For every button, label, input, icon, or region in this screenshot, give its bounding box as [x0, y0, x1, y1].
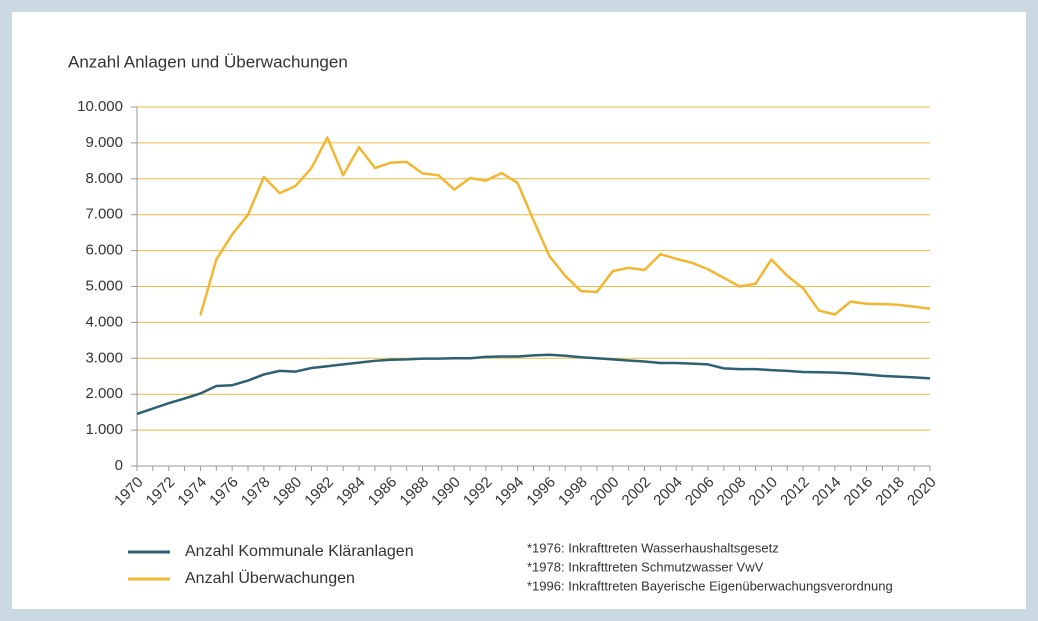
- y-tick-label: 6.000: [85, 242, 123, 259]
- series-line: [199, 136, 931, 316]
- annotation: *1996: Inkrafttreten Bayerische Eigenübe…: [527, 578, 893, 593]
- y-tick-label: 2.000: [85, 385, 123, 402]
- y-tick-label: 0: [115, 457, 123, 474]
- y-tick-label: 8.000: [85, 170, 123, 187]
- y-tick-label: 4.000: [85, 313, 123, 330]
- legend-label: Anzahl Überwachungen: [185, 569, 355, 587]
- series-line: [136, 353, 931, 416]
- y-tick-label: 5.000: [85, 277, 123, 294]
- annotation: *1978: Inkrafttreten Schmutzwasser VwV: [527, 559, 764, 574]
- legend-label: Anzahl Kommunale Kläranlagen: [185, 543, 414, 560]
- y-tick-label: 10.000: [77, 98, 123, 115]
- y-axis-label: Anzahl Anlagen und Überwachungen: [68, 52, 348, 71]
- panel: [12, 12, 1026, 609]
- y-tick-label: 3.000: [85, 349, 123, 366]
- y-tick-label: 9.000: [85, 134, 123, 151]
- annotation: *1976: Inkrafttreten Wasserhaushaltsgese…: [527, 540, 779, 555]
- y-tick-label: 7.000: [85, 206, 123, 223]
- y-tick-label: 1.000: [85, 421, 123, 438]
